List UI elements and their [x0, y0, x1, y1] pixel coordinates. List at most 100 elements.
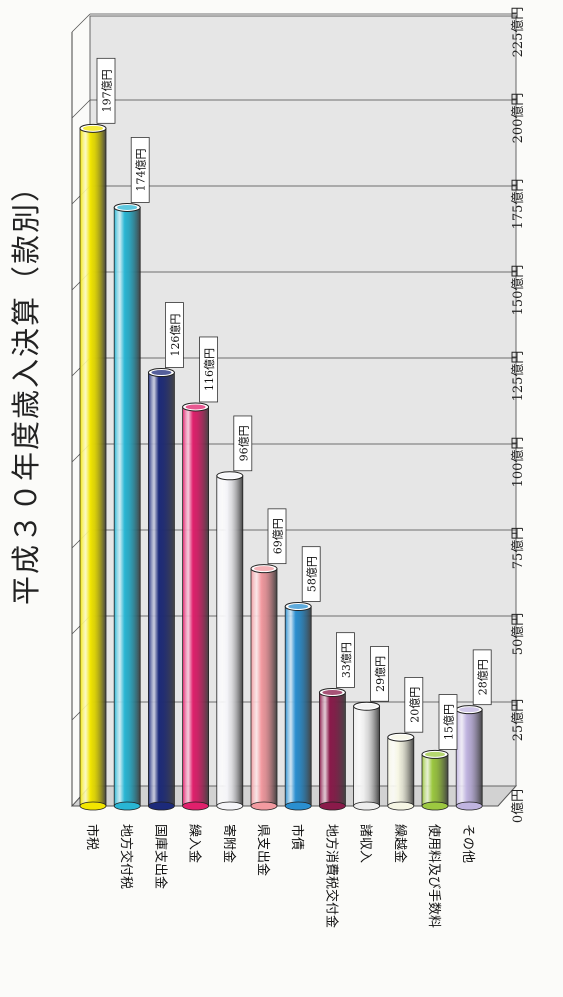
bar-shade: [182, 406, 209, 806]
bar-top-inner: [459, 707, 480, 713]
tick-labels: 0億円 25億円 50億円 75億円 100億円 125億円 150億円 175億円 200億円…: [510, 7, 526, 824]
bar: [113, 202, 141, 811]
value-label: 96億円: [237, 425, 250, 461]
category-label: 地方交付税: [118, 824, 134, 889]
bar: [387, 732, 415, 811]
category-label: 寄附金: [221, 824, 237, 863]
tick-label: 150億円: [510, 265, 526, 316]
category-label: 市債: [289, 824, 305, 850]
bar-base: [455, 801, 483, 811]
category-labels: 市税 地方交付税 国庫支出金 繰入金 寄附金 県支出金 市債 地方消費税交付金 諸収入 繰越金 使用…: [84, 824, 475, 928]
tick-label: 100億円: [510, 437, 526, 488]
bar-shade: [80, 128, 106, 806]
value-label: 116億円: [203, 348, 216, 391]
bar-shade: [456, 709, 483, 806]
value-label-box: [370, 646, 390, 702]
bar-shade: [216, 475, 243, 806]
bar-top-inner: [151, 370, 172, 376]
bar-top-inner: [425, 751, 445, 757]
value-label: 174億円: [135, 148, 148, 191]
bar-top-inner: [322, 689, 343, 695]
value-label: 58億円: [306, 556, 319, 592]
tick-label: 25億円: [510, 699, 526, 742]
bar-top-inner: [390, 734, 411, 740]
bar-top-inner: [185, 404, 206, 410]
bar-base: [353, 801, 381, 811]
value-label-box: [164, 302, 184, 368]
value-label-box: [233, 415, 253, 472]
category-label: 繰入金: [187, 824, 203, 863]
bar-top-inner: [356, 703, 377, 709]
gridline-diagonal: [71, 99, 91, 119]
category-label: 諸収入: [358, 824, 374, 863]
bar-shade: [148, 372, 175, 806]
chart-title: 平成３０年度歳入決算（款別）: [9, 171, 43, 605]
value-label: 126億円: [169, 314, 182, 357]
category-label: 地方消費税交付金: [323, 824, 339, 928]
value-labels: 197億円 174億円 126億円 116億円 96億円 69億円 58億円 33億円 29億円…: [96, 57, 492, 750]
value-label-box: [404, 677, 424, 733]
bar-top-inner: [83, 125, 103, 131]
tick-label: 75億円: [510, 527, 526, 570]
bar-base: [284, 801, 312, 811]
bar-top-inner: [288, 603, 309, 609]
bar-shade: [319, 692, 346, 806]
tick-label: 125億円: [510, 351, 526, 402]
bar-shade: [285, 606, 312, 806]
bar: [284, 601, 312, 811]
bars: [79, 123, 483, 811]
value-label: 33億円: [340, 642, 353, 678]
bar: [421, 749, 449, 811]
tick-label: 200億円: [510, 93, 526, 144]
bar-base: [318, 801, 346, 811]
value-label-box: [199, 336, 219, 403]
value-label: 69億円: [272, 518, 285, 554]
bar-shade: [114, 207, 141, 806]
value-label-box: [130, 137, 150, 203]
value-label: 15億円: [443, 704, 456, 740]
value-label: 28億円: [477, 659, 490, 695]
category-label: 県支出金: [255, 824, 271, 876]
value-label: 20億円: [408, 687, 421, 723]
category-label: 使用料及び手数料: [426, 824, 442, 928]
value-label-box: [335, 632, 355, 688]
value-label: 29億円: [374, 656, 387, 692]
bar-shade: [422, 754, 448, 806]
category-label: 繰越金: [392, 824, 408, 863]
bar: [79, 123, 107, 811]
bar-base: [182, 801, 210, 811]
bar-shade: [251, 568, 277, 806]
value-label: 197億円: [101, 69, 114, 112]
bar-shade: [387, 737, 414, 806]
bar-base: [216, 801, 244, 811]
bar: [318, 687, 346, 811]
bar: [147, 368, 175, 811]
value-label-box: [267, 508, 287, 565]
bar: [182, 402, 210, 811]
bar-top-inner: [117, 204, 138, 210]
tick-label: 175億円: [510, 179, 526, 230]
bar-base: [79, 801, 107, 811]
bar: [250, 564, 278, 811]
bar-base: [147, 801, 175, 811]
bar-base: [113, 801, 141, 811]
bar-base: [250, 801, 278, 811]
tick-label: 0億円: [510, 789, 526, 823]
bar-shade: [353, 706, 380, 806]
value-label-box: [438, 694, 458, 750]
bar: [455, 705, 483, 811]
value-label-box: [96, 57, 116, 124]
value-label-box: [472, 649, 492, 706]
bar-base: [421, 801, 449, 811]
value-label-box: [301, 546, 321, 602]
bar-base: [387, 801, 415, 811]
category-label: その他: [460, 824, 475, 863]
tick-label: 225億円: [510, 7, 526, 58]
category-label: 市税: [84, 824, 100, 850]
bar: [353, 701, 381, 811]
bar: [216, 471, 244, 811]
bar-top-inner: [254, 566, 274, 572]
gridline-diagonal: [71, 13, 91, 33]
